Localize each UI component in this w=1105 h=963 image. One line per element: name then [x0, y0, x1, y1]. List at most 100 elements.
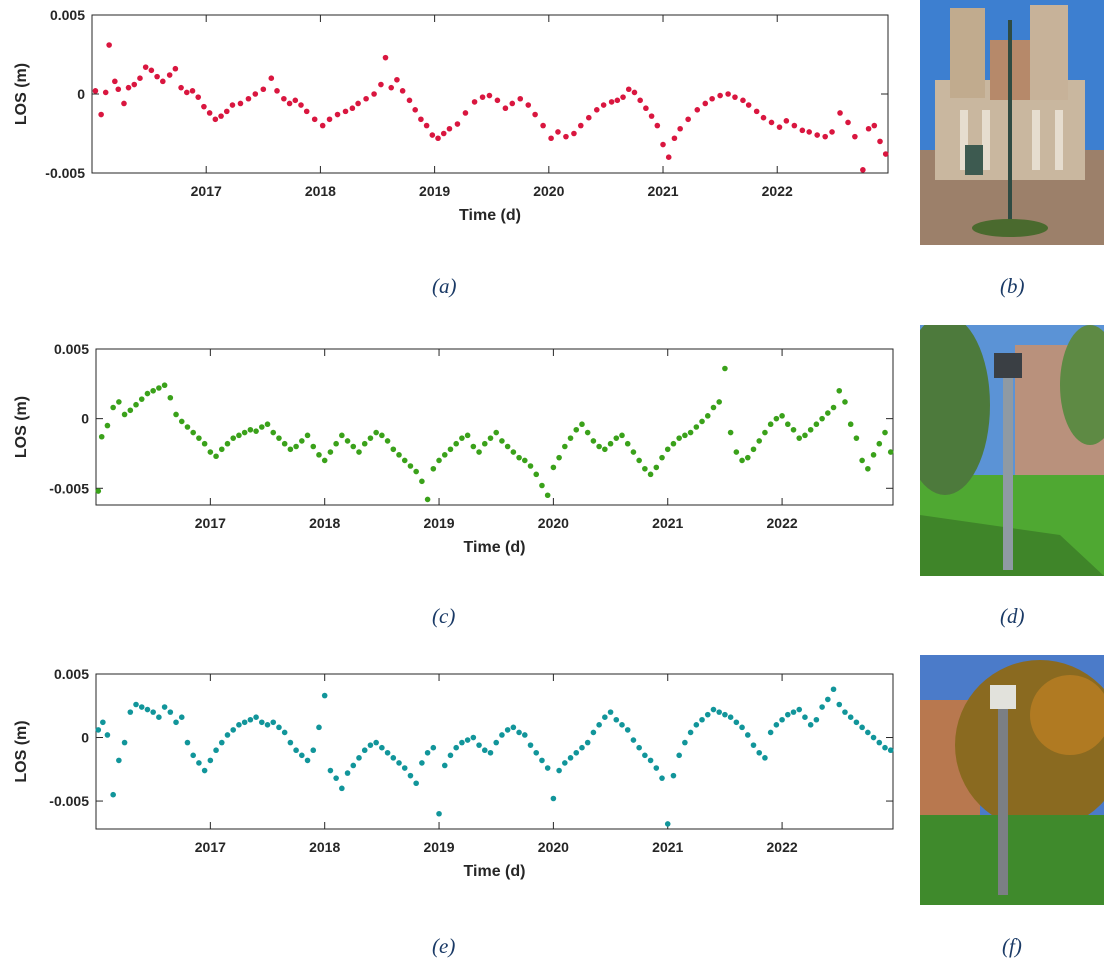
data-point [847, 421, 854, 428]
data-point [636, 744, 642, 751]
data-point [349, 105, 356, 112]
data-point [453, 440, 459, 447]
data-point [429, 132, 436, 138]
data-point [133, 401, 139, 408]
data-point [486, 92, 493, 99]
y-tick-label: 0 [81, 411, 89, 427]
data-point [268, 75, 275, 81]
data-point [166, 72, 173, 78]
data-point [613, 435, 620, 441]
data-point [447, 446, 454, 453]
data-point [363, 95, 369, 102]
data-point [550, 464, 557, 471]
data-point [725, 91, 731, 97]
data-point [333, 775, 339, 781]
data-point [814, 132, 820, 138]
data-point [299, 752, 305, 759]
data-point [441, 762, 448, 769]
data-point [121, 411, 128, 418]
data-point [859, 724, 865, 731]
data-point [756, 749, 763, 756]
data-point [825, 696, 831, 703]
data-point [562, 443, 568, 450]
data-point [292, 97, 299, 104]
data-point [836, 387, 843, 394]
data-point [333, 440, 339, 447]
data-point [253, 714, 259, 720]
data-point [860, 167, 866, 173]
data-point [648, 113, 655, 119]
data-point [424, 749, 431, 756]
data-point [499, 732, 505, 738]
data-point [704, 413, 711, 419]
data-point [671, 135, 678, 142]
data-point [836, 701, 843, 708]
y-axis-label: LOS (m) [13, 720, 30, 782]
data-point [556, 454, 562, 461]
data-point [252, 91, 259, 97]
data-point [270, 429, 277, 436]
data-point [584, 429, 591, 436]
y-tick-label: 0 [81, 730, 89, 746]
data-point [441, 452, 448, 458]
x-tick-label: 2020 [538, 839, 569, 855]
data-point [92, 88, 99, 94]
data-point [142, 64, 149, 70]
data-point [281, 440, 288, 447]
data-point [807, 426, 814, 433]
data-point [865, 465, 871, 472]
data-point [539, 757, 545, 764]
data-point [339, 432, 345, 439]
x-tick-label: 2019 [419, 183, 450, 199]
data-point [830, 404, 837, 411]
data-point [189, 88, 196, 94]
data-point [620, 94, 626, 100]
data-point [412, 107, 418, 113]
data-point [98, 433, 105, 440]
data-point [791, 122, 798, 129]
lamp-post [998, 700, 1008, 895]
data-point [887, 449, 894, 455]
data-point [236, 432, 242, 439]
data-point [739, 457, 745, 464]
data-point [342, 108, 349, 115]
data-point [304, 432, 311, 439]
data-point [853, 719, 860, 726]
data-point [95, 488, 102, 494]
data-point [643, 105, 649, 112]
data-point [446, 125, 453, 132]
caption-a: (a) [432, 274, 457, 298]
data-point [567, 435, 574, 441]
data-point [190, 752, 196, 759]
data-point [183, 89, 190, 96]
data-point [379, 432, 385, 439]
data-point [694, 107, 701, 113]
data-point [287, 739, 294, 746]
data-point [247, 716, 254, 723]
data-point [776, 124, 783, 130]
y-axis-label: LOS (m) [13, 396, 30, 458]
data-point [299, 438, 305, 444]
data-point [95, 727, 102, 733]
data-point [790, 709, 797, 715]
data-point [732, 94, 738, 100]
x-tick-label: 2018 [309, 515, 340, 531]
data-point [654, 122, 661, 129]
data-point [653, 464, 660, 471]
data-point [178, 84, 184, 91]
data-point [865, 729, 871, 736]
data-point [334, 111, 341, 118]
data-point [201, 440, 208, 447]
data-point [464, 432, 471, 439]
data-point [481, 440, 488, 447]
data-point [479, 94, 486, 100]
data-point [253, 428, 259, 434]
data-point [310, 747, 317, 754]
data-point [802, 714, 808, 720]
data-point [837, 110, 843, 116]
data-point [590, 438, 597, 444]
data-point [676, 435, 682, 441]
lamp-head [990, 685, 1016, 709]
x-tick-label: 2020 [538, 515, 569, 531]
